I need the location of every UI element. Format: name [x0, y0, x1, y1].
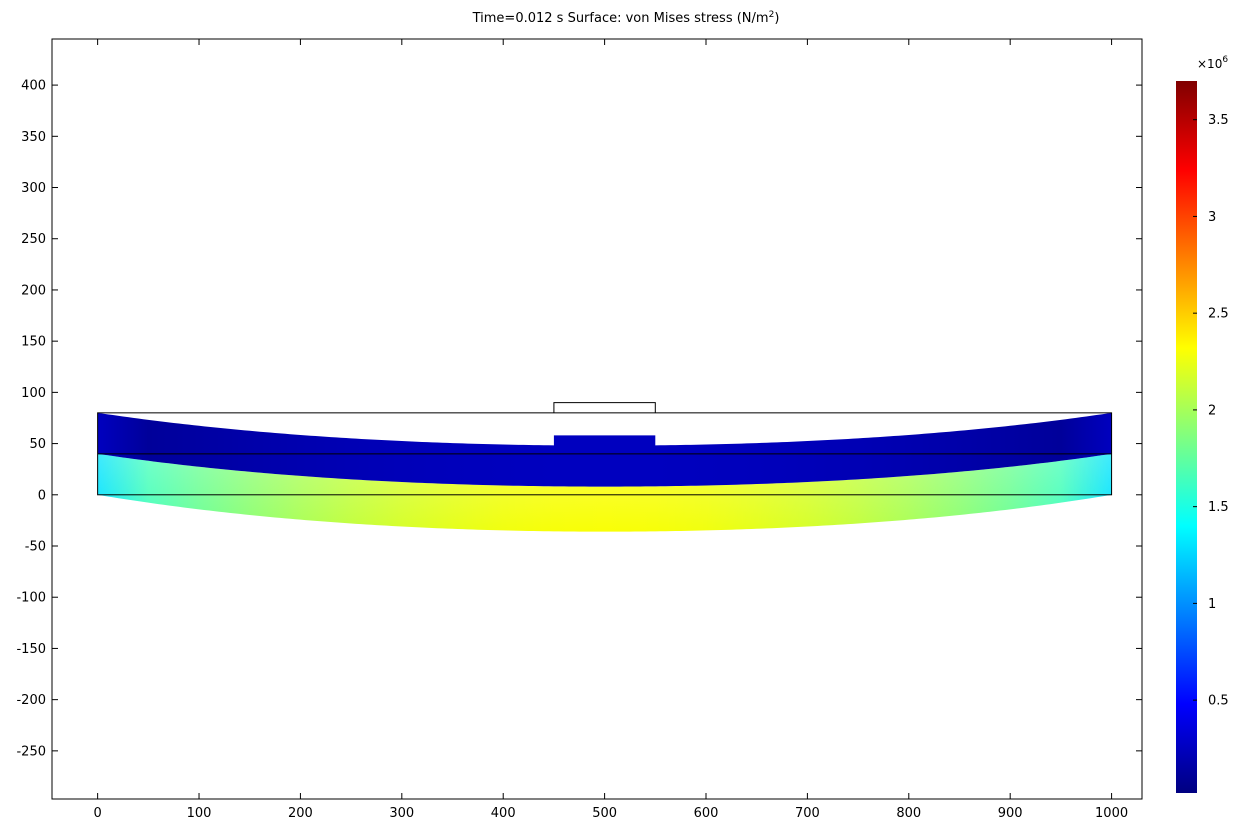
colorbar-tick-label: 0.5 [1208, 694, 1229, 709]
x-tick-label: 200 [288, 806, 313, 821]
colorbar-tick-label: 3 [1208, 210, 1216, 225]
plot-area [97, 402, 1113, 532]
colorbar-tick-label: 1 [1208, 597, 1216, 612]
x-tick-label: 600 [694, 806, 719, 821]
chart-title: Time=0.012 s Surface: von Mises stress (… [472, 10, 780, 26]
y-tick-label: 300 [21, 181, 46, 196]
y-tick-label: -150 [16, 642, 46, 657]
undeformed-load-plate [553, 402, 656, 413]
y-tick-label: 400 [21, 79, 46, 94]
y-tick-label: 50 [29, 437, 46, 452]
y-tick-label: -50 [25, 540, 46, 555]
bottom-layer-shading [97, 453, 1112, 532]
x-tick-label: 900 [998, 806, 1023, 821]
x-tick-label: 1000 [1095, 806, 1128, 821]
colorbar-tick-label: 3.5 [1208, 113, 1229, 128]
x-tick-label: 500 [592, 806, 617, 821]
y-tick-label: 0 [38, 488, 46, 503]
colorbar: 0.5 1 1.5 2 2.5 3 3.5 ×106 [1176, 55, 1229, 793]
y-tick-label: 150 [21, 335, 46, 350]
y-tick-label: 100 [21, 386, 46, 401]
colorbar-exponent: ×106 [1197, 55, 1228, 71]
x-tick-label: 700 [795, 806, 820, 821]
deformed-top-layer [97, 412, 1112, 487]
y-tick-label: 250 [21, 232, 46, 247]
colorbar-tick-label: 2.5 [1208, 307, 1229, 322]
y-tick-label: 200 [21, 283, 46, 298]
y-tick-label: 350 [21, 130, 46, 145]
plot-frame [51, 38, 1143, 800]
y-tick-label: -200 [16, 693, 46, 708]
x-tick-label: 300 [389, 806, 414, 821]
x-tick-label: 100 [187, 806, 212, 821]
colorbar-gradient [1176, 81, 1197, 793]
axes: 0 100 200 300 400 500 600 700 800 900 1000-250-200… [16, 38, 1143, 821]
x-tick-label: 400 [491, 806, 516, 821]
y-tick-label: -100 [16, 591, 46, 606]
colorbar-tick-label: 1.5 [1208, 500, 1229, 515]
colorbar-tick-label: 2 [1208, 403, 1216, 418]
x-tick-label: 0 [93, 806, 101, 821]
y-tick-label: -250 [16, 744, 46, 759]
x-tick-label: 800 [896, 806, 921, 821]
